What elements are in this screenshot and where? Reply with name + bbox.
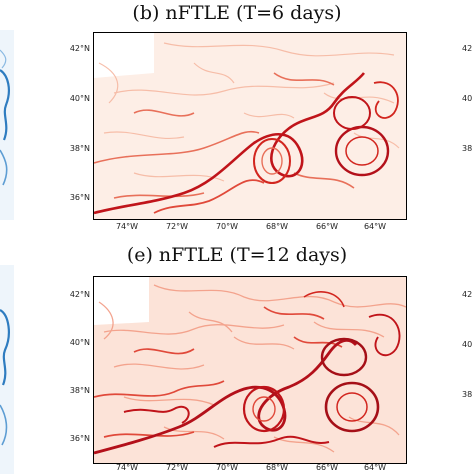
lon-tick: 66°W bbox=[315, 222, 339, 231]
map-b bbox=[93, 32, 407, 220]
right-lat-label: 40 bbox=[462, 94, 473, 103]
lon-tick: 72°W bbox=[165, 463, 189, 472]
right-panel-fragment-top: 42 40 38 bbox=[462, 36, 474, 216]
lon-tick: 68°W bbox=[265, 222, 289, 231]
lat-tick: 38°N bbox=[69, 386, 90, 395]
panel-title-e: (e) nFTLE (T=12 days) bbox=[126, 244, 348, 266]
lon-tick: 64°W bbox=[363, 463, 387, 472]
lon-tick: 70°W bbox=[215, 463, 239, 472]
lat-tick: 38°N bbox=[69, 144, 90, 153]
lon-tick: 66°W bbox=[315, 463, 339, 472]
lat-tick: 42°N bbox=[69, 290, 90, 299]
right-lat-label: 38 bbox=[462, 390, 473, 399]
lat-tick: 40°N bbox=[69, 338, 90, 347]
right-lat-label: 42 bbox=[462, 44, 473, 53]
lat-tick: 42°N bbox=[69, 44, 90, 53]
lon-tick: 68°W bbox=[265, 463, 289, 472]
lat-tick: 36°N bbox=[69, 434, 90, 443]
right-lat-label: 42 bbox=[462, 290, 473, 299]
lat-tick: 40°N bbox=[69, 94, 90, 103]
right-lat-label: 38 bbox=[462, 144, 473, 153]
right-panel-fragment-bottom: 42 40 38 bbox=[462, 282, 474, 462]
left-panel-fragment-top bbox=[0, 30, 14, 220]
lon-tick: 64°W bbox=[363, 222, 387, 231]
right-lat-label: 40 bbox=[462, 340, 473, 349]
lat-tick: 36°N bbox=[69, 193, 90, 202]
lon-tick: 74°W bbox=[115, 222, 139, 231]
lon-tick: 74°W bbox=[115, 463, 139, 472]
lon-tick: 70°W bbox=[215, 222, 239, 231]
left-panel-fragment-bottom bbox=[0, 265, 14, 474]
map-e bbox=[93, 276, 407, 464]
lon-tick: 72°W bbox=[165, 222, 189, 231]
panel-title-b: (b) nFTLE (T=6 days) bbox=[132, 2, 342, 24]
